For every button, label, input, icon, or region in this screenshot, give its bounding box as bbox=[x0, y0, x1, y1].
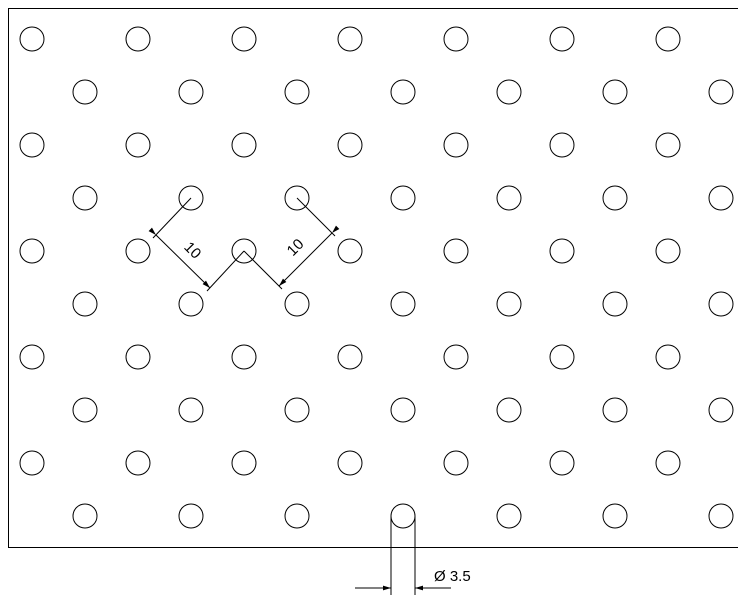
hole bbox=[443, 238, 469, 264]
hole bbox=[602, 291, 628, 317]
extension-line bbox=[152, 197, 192, 239]
hole bbox=[655, 26, 681, 52]
hole bbox=[125, 238, 151, 264]
hole bbox=[231, 238, 257, 264]
hole bbox=[231, 26, 257, 52]
dimension-line bbox=[278, 225, 340, 287]
hole bbox=[125, 450, 151, 476]
extension-line bbox=[296, 197, 336, 237]
hole bbox=[655, 132, 681, 158]
hole bbox=[72, 291, 98, 317]
hole bbox=[178, 397, 204, 423]
hole bbox=[549, 132, 575, 158]
hole bbox=[708, 503, 734, 529]
hole bbox=[125, 132, 151, 158]
hole bbox=[496, 185, 522, 211]
hole bbox=[19, 238, 45, 264]
extension-line bbox=[243, 250, 283, 290]
plate-outline bbox=[8, 8, 738, 548]
hole bbox=[178, 503, 204, 529]
hole bbox=[125, 344, 151, 370]
hole bbox=[443, 450, 469, 476]
hole bbox=[337, 450, 363, 476]
hole bbox=[708, 185, 734, 211]
hole bbox=[231, 450, 257, 476]
hole bbox=[390, 503, 416, 529]
hole bbox=[390, 185, 416, 211]
hole bbox=[284, 503, 310, 529]
hole bbox=[496, 397, 522, 423]
hole bbox=[708, 79, 734, 105]
hole bbox=[231, 132, 257, 158]
hole bbox=[549, 450, 575, 476]
hole bbox=[655, 238, 681, 264]
hole bbox=[72, 397, 98, 423]
hole bbox=[19, 450, 45, 476]
hole bbox=[284, 79, 310, 105]
hole bbox=[284, 291, 310, 317]
hole bbox=[443, 344, 469, 370]
hole bbox=[708, 397, 734, 423]
hole bbox=[72, 503, 98, 529]
hole bbox=[72, 185, 98, 211]
hole bbox=[337, 132, 363, 158]
hole bbox=[390, 291, 416, 317]
hole bbox=[549, 344, 575, 370]
hole bbox=[655, 450, 681, 476]
hole bbox=[337, 344, 363, 370]
hole-grid bbox=[19, 26, 734, 529]
diameter-label: Ø 3.5 bbox=[434, 568, 471, 585]
hole bbox=[19, 26, 45, 52]
hole bbox=[178, 185, 204, 211]
hole bbox=[496, 291, 522, 317]
hole bbox=[443, 132, 469, 158]
hole bbox=[284, 185, 310, 211]
dimension-label: 10 bbox=[180, 239, 204, 263]
hole bbox=[443, 26, 469, 52]
hole bbox=[655, 344, 681, 370]
hole bbox=[125, 26, 151, 52]
hole bbox=[337, 238, 363, 264]
hole bbox=[337, 26, 363, 52]
hole bbox=[602, 397, 628, 423]
extension-line bbox=[206, 250, 245, 292]
hole bbox=[178, 291, 204, 317]
hole bbox=[602, 79, 628, 105]
hole bbox=[602, 503, 628, 529]
dimension-line bbox=[148, 227, 211, 289]
hole bbox=[708, 291, 734, 317]
hole bbox=[390, 79, 416, 105]
hole bbox=[19, 132, 45, 158]
hole bbox=[231, 344, 257, 370]
hole bbox=[549, 238, 575, 264]
hole bbox=[390, 397, 416, 423]
hole bbox=[72, 79, 98, 105]
dimension-label: 10 bbox=[284, 236, 308, 260]
hole bbox=[549, 26, 575, 52]
hole bbox=[19, 344, 45, 370]
hole bbox=[178, 79, 204, 105]
hole bbox=[496, 79, 522, 105]
hole bbox=[284, 397, 310, 423]
hole bbox=[602, 185, 628, 211]
hole bbox=[496, 503, 522, 529]
